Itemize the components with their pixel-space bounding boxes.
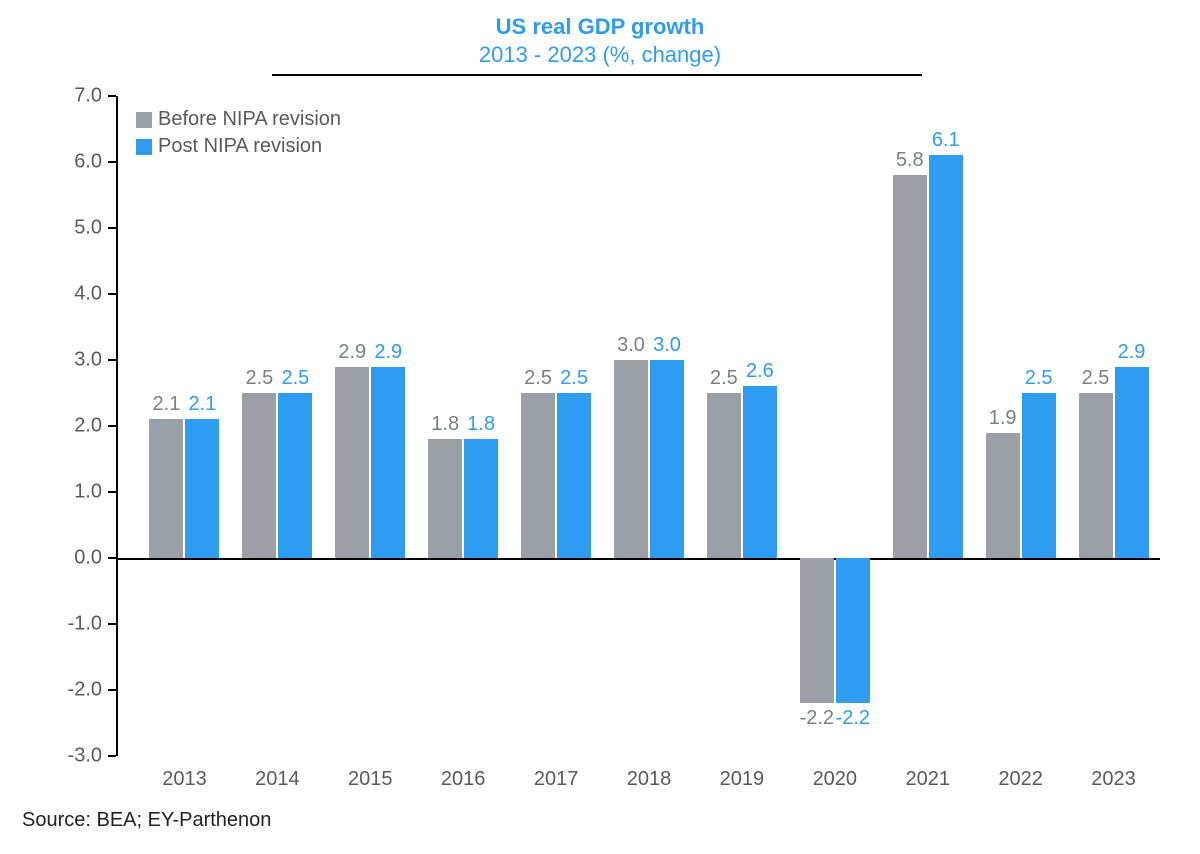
legend-swatch xyxy=(136,112,152,128)
source-text: Source: BEA; EY-Parthenon xyxy=(22,809,271,832)
bar-value-label: 2.9 xyxy=(338,341,366,364)
y-tick xyxy=(108,227,116,229)
bar xyxy=(1022,393,1056,558)
legend-item: Post NIPA revision xyxy=(136,135,341,158)
bar xyxy=(335,367,369,558)
legend-item: Before NIPA revision xyxy=(136,108,341,131)
x-axis-label: 2016 xyxy=(441,768,486,791)
y-axis xyxy=(116,96,118,756)
bar xyxy=(614,360,648,558)
bar-value-label: 2.5 xyxy=(1082,367,1110,390)
bar xyxy=(428,439,462,558)
y-tick xyxy=(108,161,116,163)
bar-value-label: 3.0 xyxy=(617,334,645,357)
x-axis-label: 2022 xyxy=(998,768,1043,791)
y-axis-label: 7.0 xyxy=(74,85,102,108)
y-tick xyxy=(108,689,116,691)
bar xyxy=(743,386,777,558)
plot-area: -3.0-2.0-1.00.01.02.03.04.05.06.07.02013… xyxy=(116,96,1160,756)
bar xyxy=(650,360,684,558)
x-axis-label: 2021 xyxy=(905,768,950,791)
y-axis-label: -1.0 xyxy=(68,613,102,636)
bar-value-label: 2.5 xyxy=(245,367,273,390)
x-axis-label: 2013 xyxy=(162,768,207,791)
bar xyxy=(1115,367,1149,558)
bar xyxy=(893,175,927,558)
x-axis-label: 2020 xyxy=(813,768,858,791)
bar xyxy=(557,393,591,558)
bar xyxy=(800,558,834,703)
bar-value-label: 2.1 xyxy=(189,393,217,416)
x-axis-label: 2015 xyxy=(348,768,393,791)
y-tick xyxy=(108,557,116,559)
bar-value-label: 3.0 xyxy=(653,334,681,357)
bar-value-label: 2.5 xyxy=(524,367,552,390)
x-axis-label: 2018 xyxy=(627,768,672,791)
bar-value-label: 2.9 xyxy=(1118,341,1146,364)
chart-title-block: US real GDP growth 2013 - 2023 (%, chang… xyxy=(0,14,1200,68)
y-axis-label: 3.0 xyxy=(74,349,102,372)
legend: Before NIPA revision Post NIPA revision xyxy=(136,108,341,162)
bar xyxy=(464,439,498,558)
y-axis-label: 0.0 xyxy=(74,547,102,570)
bar-value-label: 1.9 xyxy=(989,407,1017,430)
bar xyxy=(278,393,312,558)
bar xyxy=(185,419,219,558)
y-axis-label: -3.0 xyxy=(68,745,102,768)
y-axis-label: 4.0 xyxy=(74,283,102,306)
y-tick xyxy=(108,425,116,427)
y-axis-label: 1.0 xyxy=(74,481,102,504)
bar xyxy=(707,393,741,558)
bar-value-label: 2.5 xyxy=(560,367,588,390)
bar-value-label: -2.2 xyxy=(836,707,870,730)
bar xyxy=(242,393,276,558)
y-tick xyxy=(108,623,116,625)
bar xyxy=(929,155,963,558)
x-axis-label: 2023 xyxy=(1091,768,1136,791)
bar-value-label: 6.1 xyxy=(932,129,960,152)
bar-value-label: 2.5 xyxy=(710,367,738,390)
title-underline xyxy=(272,74,922,76)
bar-value-label: 2.5 xyxy=(281,367,309,390)
chart-title: US real GDP growth xyxy=(0,14,1200,40)
y-axis-label: 5.0 xyxy=(74,217,102,240)
bar-value-label: 2.1 xyxy=(153,393,181,416)
bar-value-label: 2.6 xyxy=(746,360,774,383)
y-tick xyxy=(108,95,116,97)
bar xyxy=(1079,393,1113,558)
bar xyxy=(521,393,555,558)
bar-value-label: 2.9 xyxy=(374,341,402,364)
y-tick xyxy=(108,491,116,493)
bar xyxy=(986,433,1020,558)
y-axis-label: -2.0 xyxy=(68,679,102,702)
bar-value-label: 5.8 xyxy=(896,149,924,172)
y-axis-label: 6.0 xyxy=(74,151,102,174)
chart-subtitle: 2013 - 2023 (%, change) xyxy=(0,42,1200,68)
zero-line xyxy=(116,558,1160,560)
bar-value-label: -2.2 xyxy=(800,707,834,730)
bar xyxy=(371,367,405,558)
bar-value-label: 2.5 xyxy=(1025,367,1053,390)
y-tick xyxy=(108,359,116,361)
x-axis-label: 2019 xyxy=(720,768,765,791)
legend-label: Before NIPA revision xyxy=(158,108,341,131)
legend-swatch xyxy=(136,139,152,155)
x-axis-label: 2017 xyxy=(534,768,579,791)
x-axis-label: 2014 xyxy=(255,768,300,791)
bar xyxy=(149,419,183,558)
bar-value-label: 1.8 xyxy=(467,413,495,436)
y-tick xyxy=(108,755,116,757)
y-axis-label: 2.0 xyxy=(74,415,102,438)
y-tick xyxy=(108,293,116,295)
bar xyxy=(836,558,870,703)
bar-value-label: 1.8 xyxy=(431,413,459,436)
legend-label: Post NIPA revision xyxy=(158,135,322,158)
